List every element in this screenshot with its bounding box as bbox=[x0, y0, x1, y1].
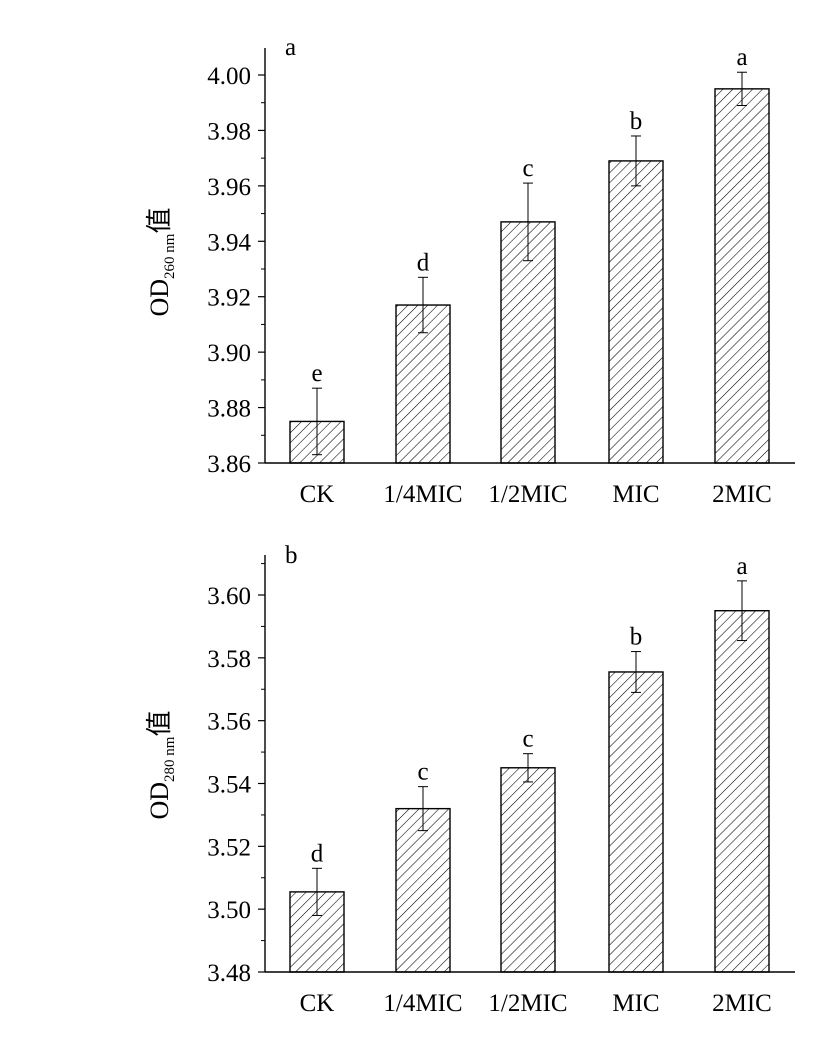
y-tick-label: 3.94 bbox=[207, 229, 251, 256]
x-tick-label: MIC bbox=[612, 990, 659, 1017]
panel-label: b bbox=[285, 542, 298, 569]
y-tick-label: 3.98 bbox=[207, 118, 251, 145]
y-tick-label: 3.92 bbox=[207, 285, 251, 312]
y-tick-label: 3.58 bbox=[207, 646, 251, 673]
x-tick-label: 1/2MIC bbox=[488, 481, 567, 508]
bar bbox=[714, 610, 770, 973]
bar bbox=[608, 160, 664, 464]
x-tick-label: 1/2MIC bbox=[488, 990, 567, 1017]
x-tick-label: 2MIC bbox=[712, 481, 772, 508]
bar bbox=[714, 88, 770, 464]
significance-label: b bbox=[630, 624, 643, 651]
y-tick-label: 4.00 bbox=[207, 63, 251, 90]
bar bbox=[500, 221, 556, 464]
y-tick-label: 3.96 bbox=[207, 174, 251, 201]
significance-label: a bbox=[736, 44, 747, 71]
y-tick-label: 3.48 bbox=[207, 960, 251, 987]
x-tick-label: MIC bbox=[612, 481, 659, 508]
y-axis-label: OD260 nm值 bbox=[145, 208, 178, 317]
y-tick-label: 3.88 bbox=[207, 396, 251, 423]
significance-label: c bbox=[522, 726, 533, 753]
chart-panel-b: b OD280 nm值 3.48 3.50 3.52 3.54 3.56 3.58 3.60… bbox=[145, 542, 795, 1017]
y-tick-label: 3.90 bbox=[207, 340, 251, 367]
panel-label: a bbox=[285, 34, 296, 61]
x-tick-label: CK bbox=[300, 481, 335, 508]
significance-label: d bbox=[417, 249, 430, 276]
bar bbox=[395, 807, 451, 973]
y-tick-label: 3.52 bbox=[207, 834, 251, 861]
bar bbox=[608, 671, 664, 973]
significance-label: e bbox=[311, 360, 322, 387]
chart-panel-a: a OD260 nm值 3.86 3.88 3.90 3.92 3.94 3.96 3.98… bbox=[145, 34, 795, 508]
y-tick-label: 3.56 bbox=[207, 709, 251, 736]
y-tick-label: 3.86 bbox=[207, 451, 251, 478]
significance-label: b bbox=[630, 108, 643, 135]
bar bbox=[500, 767, 556, 973]
x-tick-label: CK bbox=[300, 990, 335, 1017]
x-tick-label: 2MIC bbox=[712, 990, 772, 1017]
y-tick-label: 3.60 bbox=[207, 583, 251, 610]
y-tick-label: 3.50 bbox=[207, 897, 251, 924]
significance-label: c bbox=[417, 759, 428, 786]
y-tick-label: 3.54 bbox=[207, 772, 251, 799]
x-tick-label: 1/4MIC bbox=[383, 481, 462, 508]
y-axis-label: OD280 nm值 bbox=[145, 711, 178, 820]
significance-label: d bbox=[311, 840, 324, 867]
significance-label: c bbox=[522, 155, 533, 182]
x-tick-label: 1/4MIC bbox=[383, 990, 462, 1017]
significance-label: a bbox=[736, 553, 747, 580]
